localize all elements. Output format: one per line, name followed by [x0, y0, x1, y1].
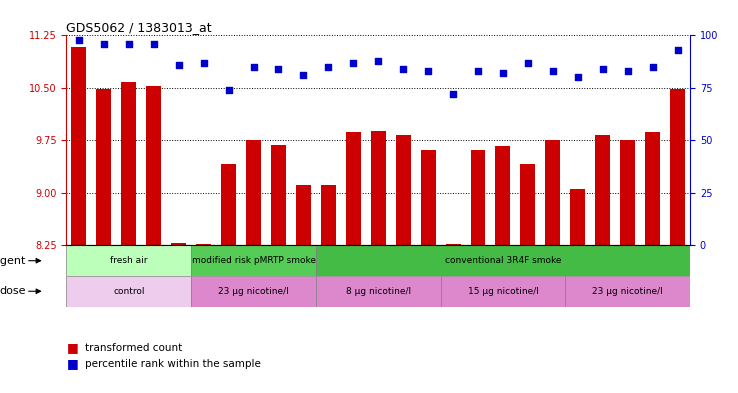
Bar	[296, 185, 311, 246]
Point	[547, 68, 559, 74]
Point	[297, 72, 309, 79]
Bar	[321, 185, 336, 246]
Bar	[246, 140, 261, 246]
Point	[248, 64, 260, 70]
Text: 23 μg nicotine/l: 23 μg nicotine/l	[593, 287, 663, 296]
Point	[447, 91, 459, 97]
Bar	[396, 135, 410, 246]
Bar	[620, 140, 635, 246]
Bar	[670, 88, 685, 246]
Bar	[121, 82, 137, 246]
Bar	[316, 276, 441, 307]
Bar	[191, 246, 316, 276]
Text: agent: agent	[0, 256, 26, 266]
Point	[173, 62, 184, 68]
Bar	[191, 276, 316, 307]
Point	[73, 37, 85, 43]
Text: conventional 3R4F smoke: conventional 3R4F smoke	[445, 256, 561, 265]
Text: ■: ■	[66, 341, 78, 354]
Point	[148, 40, 159, 47]
Bar	[441, 276, 565, 307]
Text: dose: dose	[0, 286, 26, 296]
Bar	[545, 140, 560, 246]
Bar	[271, 145, 286, 246]
Text: fresh air: fresh air	[110, 256, 148, 265]
Point	[672, 47, 683, 53]
Bar	[72, 47, 86, 246]
Bar	[66, 276, 191, 307]
Bar	[370, 131, 386, 246]
Text: transformed count: transformed count	[85, 343, 182, 353]
Text: ■: ■	[66, 357, 78, 370]
Point	[646, 64, 658, 70]
Text: 15 μg nicotine/l: 15 μg nicotine/l	[467, 287, 539, 296]
Bar	[570, 189, 585, 246]
Bar	[316, 246, 690, 276]
Bar	[171, 243, 186, 246]
Point	[597, 66, 609, 72]
Bar	[471, 149, 486, 246]
Bar	[446, 244, 461, 246]
Point	[472, 68, 484, 74]
Point	[323, 64, 334, 70]
Bar	[520, 163, 535, 246]
Bar	[346, 132, 361, 246]
Bar	[645, 132, 660, 246]
Text: percentile rank within the sample: percentile rank within the sample	[85, 358, 261, 369]
Bar	[196, 244, 211, 246]
Bar	[495, 146, 511, 246]
Point	[422, 68, 434, 74]
Point	[198, 59, 210, 66]
Point	[272, 66, 284, 72]
Point	[622, 68, 634, 74]
Point	[497, 70, 509, 76]
Point	[98, 40, 110, 47]
Point	[223, 87, 235, 93]
Bar	[97, 88, 111, 246]
Text: modified risk pMRTP smoke: modified risk pMRTP smoke	[191, 256, 316, 265]
Point	[522, 59, 534, 66]
Point	[397, 66, 409, 72]
Bar	[221, 163, 236, 246]
Text: 8 μg nicotine/l: 8 μg nicotine/l	[345, 287, 411, 296]
Point	[572, 74, 584, 81]
Point	[123, 40, 135, 47]
Bar	[146, 86, 161, 246]
Bar	[421, 149, 435, 246]
Bar	[66, 246, 191, 276]
Bar	[565, 276, 690, 307]
Point	[348, 59, 359, 66]
Text: control: control	[113, 287, 145, 296]
Bar	[596, 136, 610, 246]
Text: GDS5062 / 1383013_at: GDS5062 / 1383013_at	[66, 21, 212, 34]
Text: 23 μg nicotine/l: 23 μg nicotine/l	[218, 287, 289, 296]
Point	[373, 57, 384, 64]
